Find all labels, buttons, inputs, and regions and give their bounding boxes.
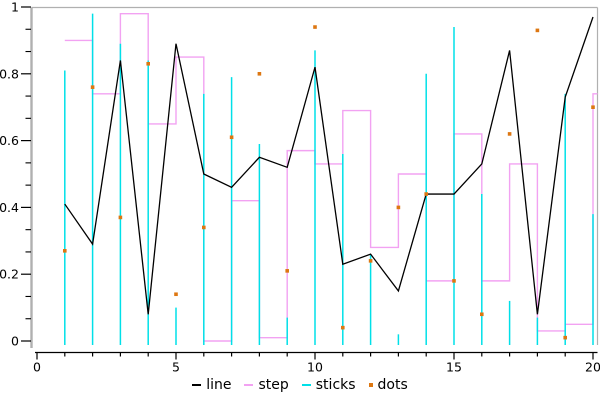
dot-marker [146, 61, 150, 66]
dot-marker [118, 215, 123, 220]
dot-marker [507, 132, 512, 136]
line-series-swatch-icon [192, 384, 202, 386]
dot-marker [313, 25, 317, 29]
x-tick-label: 20 [585, 360, 600, 375]
y-tick-label: 0.6 [0, 133, 19, 148]
x-tick-label: 10 [307, 360, 323, 375]
legend-label-line: line [206, 377, 232, 393]
dot-marker [63, 249, 67, 253]
y-tick-label: 0.8 [0, 66, 19, 81]
x-tick-label: 0 [33, 360, 41, 375]
legend-label-sticks: sticks [315, 377, 356, 393]
dot-marker [229, 135, 234, 140]
dot-marker [257, 72, 262, 76]
legend-item-sticks: sticks [301, 377, 356, 393]
dots-series-swatch-icon [368, 383, 373, 387]
dot-marker [424, 192, 428, 196]
sticks-series-swatch-icon [301, 384, 311, 386]
step-series [64, 12, 598, 342]
legend-label-dots: dots [377, 377, 408, 393]
legend-item-line: line [192, 377, 231, 393]
dot-marker [591, 105, 595, 109]
dot-marker [396, 205, 401, 210]
dot-marker [368, 259, 373, 263]
dot-marker [285, 269, 289, 273]
step-series-swatch-icon [244, 384, 254, 386]
dot-marker [480, 312, 484, 317]
y-tick-label: 0.4 [0, 200, 19, 215]
legend-label-step: step [258, 377, 289, 393]
x-tick-label: 15 [446, 360, 462, 375]
y-tick-label: 0.2 [0, 267, 19, 282]
legend: line step sticks dots [0, 374, 600, 396]
dot-marker [174, 292, 178, 297]
legend-item-dots: dots [368, 377, 408, 393]
dot-marker [341, 325, 345, 330]
dot-marker [90, 85, 95, 89]
y-tick-label: 1 [11, 0, 19, 15]
dot-marker [452, 279, 456, 283]
dot-marker [202, 225, 206, 230]
y-tick-label: 0 [11, 334, 19, 349]
line-series [64, 16, 594, 315]
x-tick-label: 5 [172, 360, 180, 375]
legend-item-step: step [244, 377, 289, 393]
dot-marker [563, 335, 567, 340]
dot-marker [535, 28, 540, 33]
